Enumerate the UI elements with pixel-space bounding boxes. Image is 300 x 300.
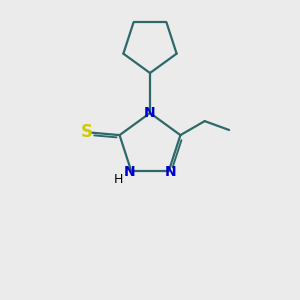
Text: N: N: [165, 165, 177, 179]
Text: S: S: [81, 123, 93, 141]
Text: N: N: [123, 165, 135, 179]
Text: N: N: [144, 106, 156, 120]
Text: H: H: [113, 173, 123, 186]
